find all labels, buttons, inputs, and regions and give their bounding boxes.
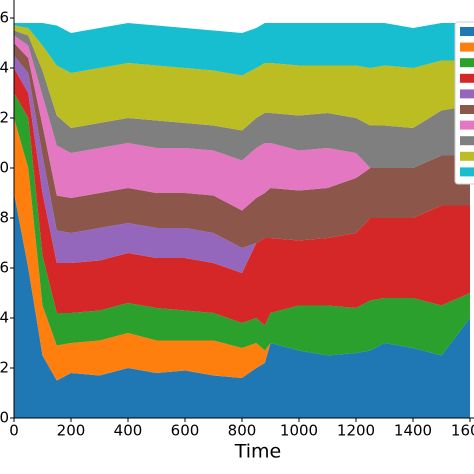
legend-swatch bbox=[460, 89, 474, 99]
area bbox=[14, 55, 470, 273]
x-tick-label: 1200 bbox=[337, 422, 375, 440]
legend-swatch bbox=[460, 73, 474, 83]
x-tick-label: 0 bbox=[9, 422, 19, 440]
area bbox=[14, 35, 470, 211]
y-tick-label: 4 bbox=[0, 59, 9, 77]
y-tick-label: 6 bbox=[0, 9, 9, 27]
legend-swatch bbox=[460, 136, 474, 146]
area bbox=[14, 68, 470, 326]
area bbox=[14, 30, 470, 168]
legend-swatch bbox=[460, 42, 474, 52]
area bbox=[14, 93, 470, 356]
legend-swatch bbox=[460, 151, 474, 161]
y-tick-label: 4 bbox=[0, 309, 9, 327]
y-tick-label: 0 bbox=[0, 409, 9, 427]
area bbox=[14, 118, 470, 381]
x-tick-label: 800 bbox=[228, 422, 257, 440]
y-tick-label: 2 bbox=[0, 359, 9, 377]
area bbox=[14, 43, 470, 248]
area bbox=[14, 25, 470, 131]
area bbox=[14, 23, 470, 76]
y-tick-label: 6 bbox=[0, 259, 9, 277]
legend-swatch bbox=[460, 167, 474, 177]
legend-swatch bbox=[460, 105, 474, 114]
x-tick-label: 400 bbox=[114, 422, 143, 440]
x-axis-label: Time bbox=[234, 441, 282, 463]
x-tick-label: 1600 bbox=[451, 422, 474, 440]
y-tick-label: 2 bbox=[0, 109, 9, 127]
x-tick-label: 1400 bbox=[394, 422, 432, 440]
x-tick-label: 200 bbox=[57, 422, 86, 440]
x-tick-label: 600 bbox=[171, 422, 200, 440]
area bbox=[14, 193, 470, 418]
legend-swatch bbox=[460, 120, 474, 130]
legend-swatch bbox=[460, 27, 474, 36]
legend-swatch bbox=[460, 58, 474, 68]
x-tick-label: 1000 bbox=[280, 422, 318, 440]
y-tick-label: 0 bbox=[0, 159, 9, 177]
y-tick-label: 8 bbox=[0, 209, 9, 227]
